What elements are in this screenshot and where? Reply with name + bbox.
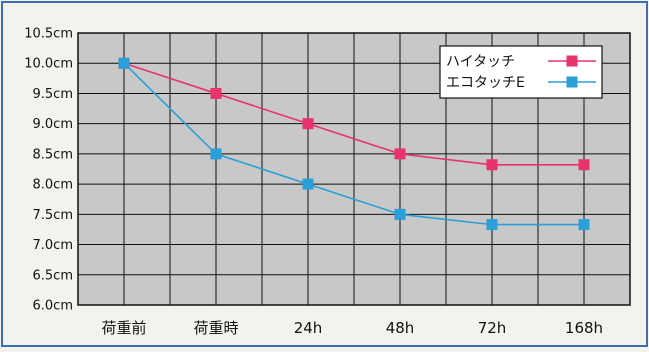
- y-tick-label: 9.5cm: [33, 87, 74, 102]
- y-tick-label: 7.5cm: [33, 208, 74, 223]
- data-point: [302, 178, 314, 190]
- y-tick-label: 10.5cm: [24, 27, 73, 42]
- legend-label: ハイタッチ: [446, 54, 515, 70]
- x-tick-label: 荷重時: [193, 319, 238, 337]
- y-tick-label: 7.0cm: [33, 238, 74, 253]
- data-point: [394, 208, 406, 220]
- series-line: [123, 62, 584, 226]
- legend-swatch-marker: [566, 55, 578, 67]
- y-tick-label: 10.0cm: [24, 57, 73, 72]
- y-tick-label: 8.5cm: [33, 147, 74, 162]
- x-tick-label: 24h: [294, 319, 323, 337]
- data-point: [486, 219, 498, 231]
- y-tick-label: 6.5cm: [33, 268, 74, 283]
- y-tick-label: 6.0cm: [33, 299, 74, 314]
- y-tick-label: 8.0cm: [33, 178, 74, 193]
- x-tick-label: 72h: [478, 319, 507, 337]
- data-point: [486, 159, 498, 171]
- data-point: [210, 87, 222, 99]
- legend-swatch-marker: [566, 76, 578, 88]
- y-axis: 6.0cm 6.5cm 7.0cm 7.5cm 8.0cm 8.5cm 9.0cm 9.5cm…: [24, 27, 73, 314]
- data-point: [210, 148, 222, 160]
- x-tick-label: 荷重前: [101, 319, 146, 337]
- plot-border: [77, 32, 631, 306]
- data-point: [578, 159, 590, 171]
- legend-label: エコタッチE: [446, 75, 525, 91]
- data-point: [302, 118, 314, 130]
- x-tick-label: 168h: [565, 319, 603, 337]
- data-point: [578, 219, 590, 231]
- data-point: [394, 148, 406, 160]
- x-tick-label: 48h: [386, 319, 415, 337]
- series-layer: [118, 57, 590, 231]
- x-axis: 荷重前 荷重時 24h 48h 72h 168h: [101, 319, 603, 337]
- y-tick-label: 9.0cm: [33, 117, 74, 132]
- data-point: [118, 57, 130, 69]
- series-line: [123, 62, 584, 166]
- legend-box: [439, 45, 603, 99]
